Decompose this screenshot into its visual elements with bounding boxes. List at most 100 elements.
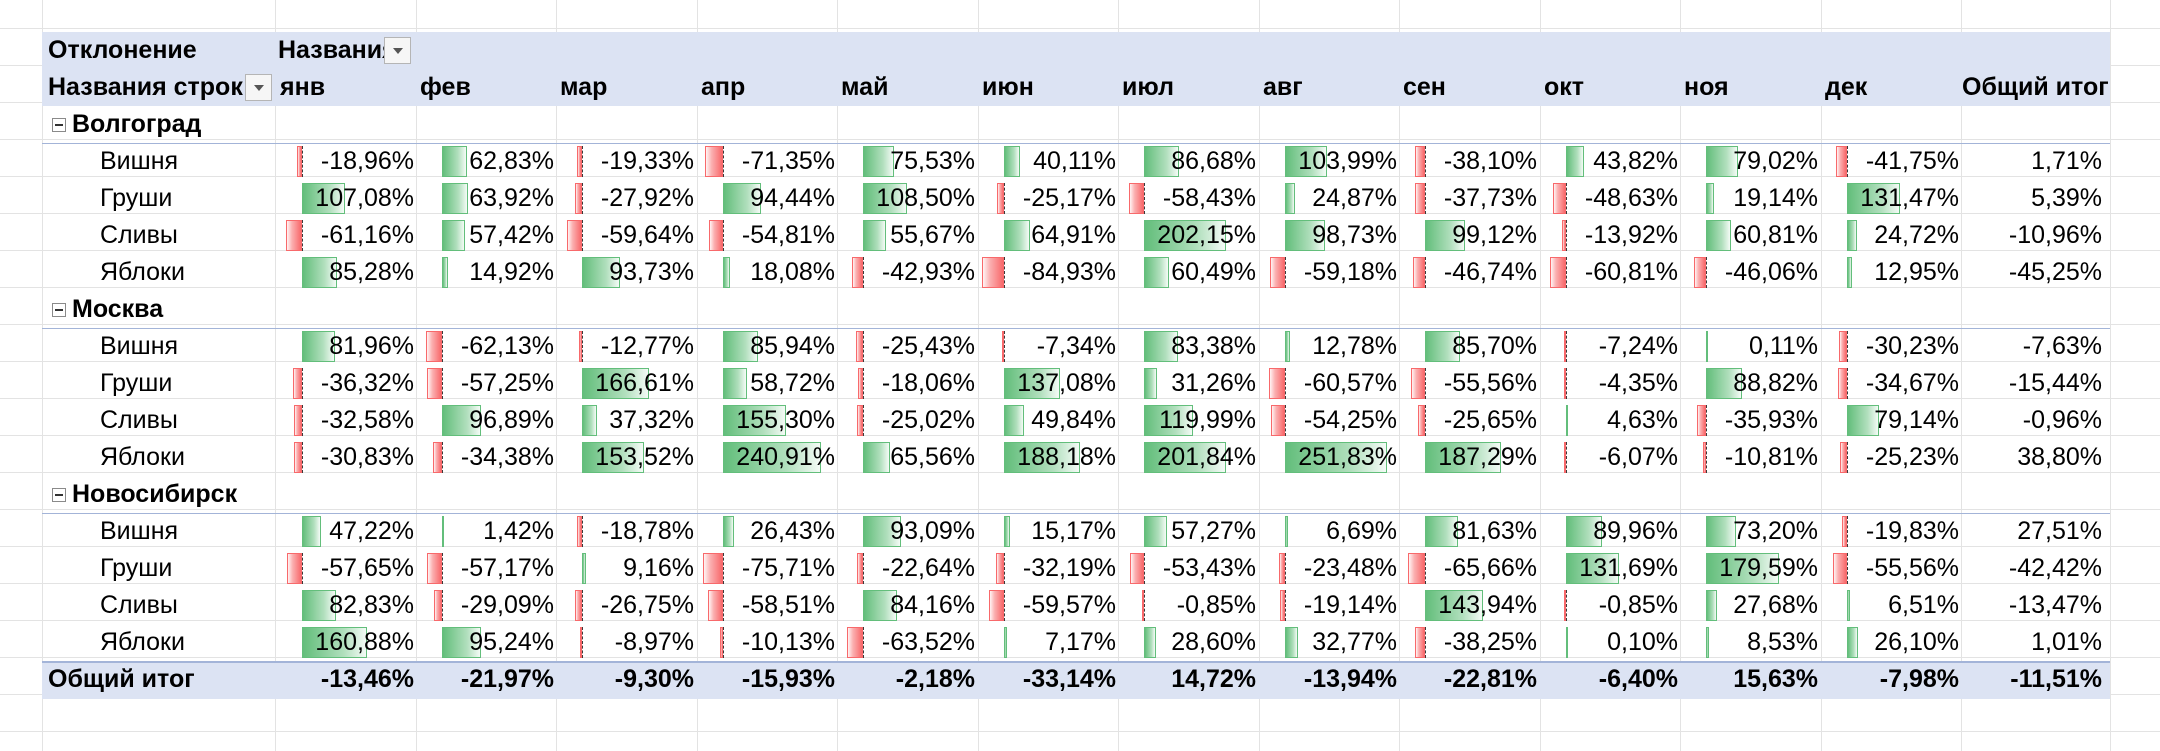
data-cell[interactable]: 89,96% — [1542, 513, 1678, 550]
data-cell[interactable]: -58,51% — [699, 587, 835, 624]
data-cell[interactable]: 15,17% — [980, 513, 1116, 550]
data-cell[interactable]: 73,20% — [1682, 513, 1818, 550]
data-cell[interactable]: 62,83% — [418, 143, 554, 180]
grand-total-cell[interactable]: 14,72% — [1171, 665, 1256, 693]
data-cell[interactable]: -48,63% — [1542, 180, 1678, 217]
row-total-cell[interactable]: -0,96% — [2022, 406, 2102, 434]
data-cell[interactable]: 6,51% — [1823, 587, 1959, 624]
data-cell[interactable]: 60,81% — [1682, 217, 1818, 254]
data-cell[interactable]: 37,32% — [558, 402, 694, 439]
data-cell[interactable]: -35,93% — [1682, 402, 1818, 439]
data-cell[interactable]: 81,96% — [278, 328, 414, 365]
data-cell[interactable]: -13,92% — [1542, 217, 1678, 254]
data-cell[interactable]: 47,22% — [278, 513, 414, 550]
data-cell[interactable]: -30,23% — [1823, 328, 1959, 365]
data-cell[interactable]: 24,87% — [1261, 180, 1397, 217]
data-cell[interactable]: -18,96% — [278, 143, 414, 180]
data-cell[interactable]: 99,12% — [1401, 217, 1537, 254]
data-cell[interactable]: -37,73% — [1401, 180, 1537, 217]
data-cell[interactable]: 55,67% — [839, 217, 975, 254]
data-cell[interactable]: -46,74% — [1401, 254, 1537, 291]
data-cell[interactable]: 82,83% — [278, 587, 414, 624]
data-cell[interactable]: 27,68% — [1682, 587, 1818, 624]
data-cell[interactable]: 18,08% — [699, 254, 835, 291]
data-cell[interactable]: -25,17% — [980, 180, 1116, 217]
data-cell[interactable]: -42,93% — [839, 254, 975, 291]
data-cell[interactable]: 64,91% — [980, 217, 1116, 254]
data-cell[interactable]: 251,83% — [1261, 439, 1397, 476]
grand-total-cell[interactable]: -13,46% — [320, 665, 414, 693]
group-label[interactable]: Волгоград — [72, 110, 202, 138]
data-cell[interactable]: 26,43% — [699, 513, 835, 550]
data-cell[interactable]: -12,77% — [558, 328, 694, 365]
data-cell[interactable]: 187,29% — [1401, 439, 1537, 476]
row-total-cell[interactable]: -42,42% — [2008, 554, 2102, 582]
data-cell[interactable]: 83,38% — [1120, 328, 1256, 365]
data-cell[interactable]: -0,85% — [1542, 587, 1678, 624]
data-cell[interactable]: -7,34% — [980, 328, 1116, 365]
data-cell[interactable]: 12,95% — [1823, 254, 1959, 291]
data-cell[interactable]: -10,13% — [699, 624, 835, 661]
data-cell[interactable]: 4,63% — [1542, 402, 1678, 439]
data-cell[interactable]: 188,18% — [980, 439, 1116, 476]
data-cell[interactable]: -18,78% — [558, 513, 694, 550]
data-cell[interactable]: 28,60% — [1120, 624, 1256, 661]
data-cell[interactable]: 143,94% — [1401, 587, 1537, 624]
grand-total-cell[interactable]: 15,63% — [1733, 665, 1818, 693]
data-cell[interactable]: -34,38% — [418, 439, 554, 476]
data-cell[interactable]: -60,57% — [1261, 365, 1397, 402]
data-cell[interactable]: 0,11% — [1682, 328, 1818, 365]
data-cell[interactable]: -65,66% — [1401, 550, 1537, 587]
column-labels-filter-button[interactable] — [384, 37, 411, 64]
data-cell[interactable]: -18,06% — [839, 365, 975, 402]
group-label[interactable]: Москва — [72, 295, 164, 323]
data-cell[interactable]: -23,48% — [1261, 550, 1397, 587]
data-cell[interactable]: -25,65% — [1401, 402, 1537, 439]
data-cell[interactable]: -38,25% — [1401, 624, 1537, 661]
data-cell[interactable]: 131,47% — [1823, 180, 1959, 217]
grand-total-cell[interactable]: -2,18% — [895, 665, 975, 693]
data-cell[interactable]: 31,26% — [1120, 365, 1256, 402]
data-cell[interactable]: 79,14% — [1823, 402, 1959, 439]
data-cell[interactable]: 108,50% — [839, 180, 975, 217]
data-cell[interactable]: 12,78% — [1261, 328, 1397, 365]
grand-total-cell[interactable]: -33,14% — [1022, 665, 1116, 693]
data-cell[interactable]: -63,52% — [839, 624, 975, 661]
data-cell[interactable]: 0,10% — [1542, 624, 1678, 661]
data-cell[interactable]: -25,43% — [839, 328, 975, 365]
data-cell[interactable]: 14,92% — [418, 254, 554, 291]
data-cell[interactable]: 160,88% — [278, 624, 414, 661]
row-labels-filter-button[interactable] — [245, 74, 272, 101]
data-cell[interactable]: -60,81% — [1542, 254, 1678, 291]
data-cell[interactable]: 107,08% — [278, 180, 414, 217]
data-cell[interactable]: -53,43% — [1120, 550, 1256, 587]
data-cell[interactable]: 40,11% — [980, 143, 1116, 180]
collapse-button-2[interactable] — [52, 303, 66, 317]
data-cell[interactable]: -6,07% — [1542, 439, 1678, 476]
data-cell[interactable]: 65,56% — [839, 439, 975, 476]
data-cell[interactable]: 179,59% — [1682, 550, 1818, 587]
data-cell[interactable]: -75,71% — [699, 550, 835, 587]
row-total-cell[interactable]: -15,44% — [2008, 369, 2102, 397]
data-cell[interactable]: 96,89% — [418, 402, 554, 439]
data-cell[interactable]: -62,13% — [418, 328, 554, 365]
data-cell[interactable]: -41,75% — [1823, 143, 1959, 180]
data-cell[interactable]: -10,81% — [1682, 439, 1818, 476]
data-cell[interactable]: 93,09% — [839, 513, 975, 550]
data-cell[interactable]: -27,92% — [558, 180, 694, 217]
data-cell[interactable]: 85,70% — [1401, 328, 1537, 365]
data-cell[interactable]: 155,30% — [699, 402, 835, 439]
row-total-cell[interactable]: 27,51% — [2017, 517, 2102, 545]
data-cell[interactable]: 153,52% — [558, 439, 694, 476]
collapse-button-1[interactable] — [52, 118, 66, 132]
data-cell[interactable]: 57,42% — [418, 217, 554, 254]
data-cell[interactable]: 57,27% — [1120, 513, 1256, 550]
grand-total-cell[interactable]: -7,98% — [1879, 665, 1959, 693]
data-cell[interactable]: 60,49% — [1120, 254, 1256, 291]
data-cell[interactable]: -59,57% — [980, 587, 1116, 624]
data-cell[interactable]: -7,24% — [1542, 328, 1678, 365]
data-cell[interactable]: -84,93% — [980, 254, 1116, 291]
data-cell[interactable]: -55,56% — [1823, 550, 1959, 587]
data-cell[interactable]: 84,16% — [839, 587, 975, 624]
data-cell[interactable]: 63,92% — [418, 180, 554, 217]
